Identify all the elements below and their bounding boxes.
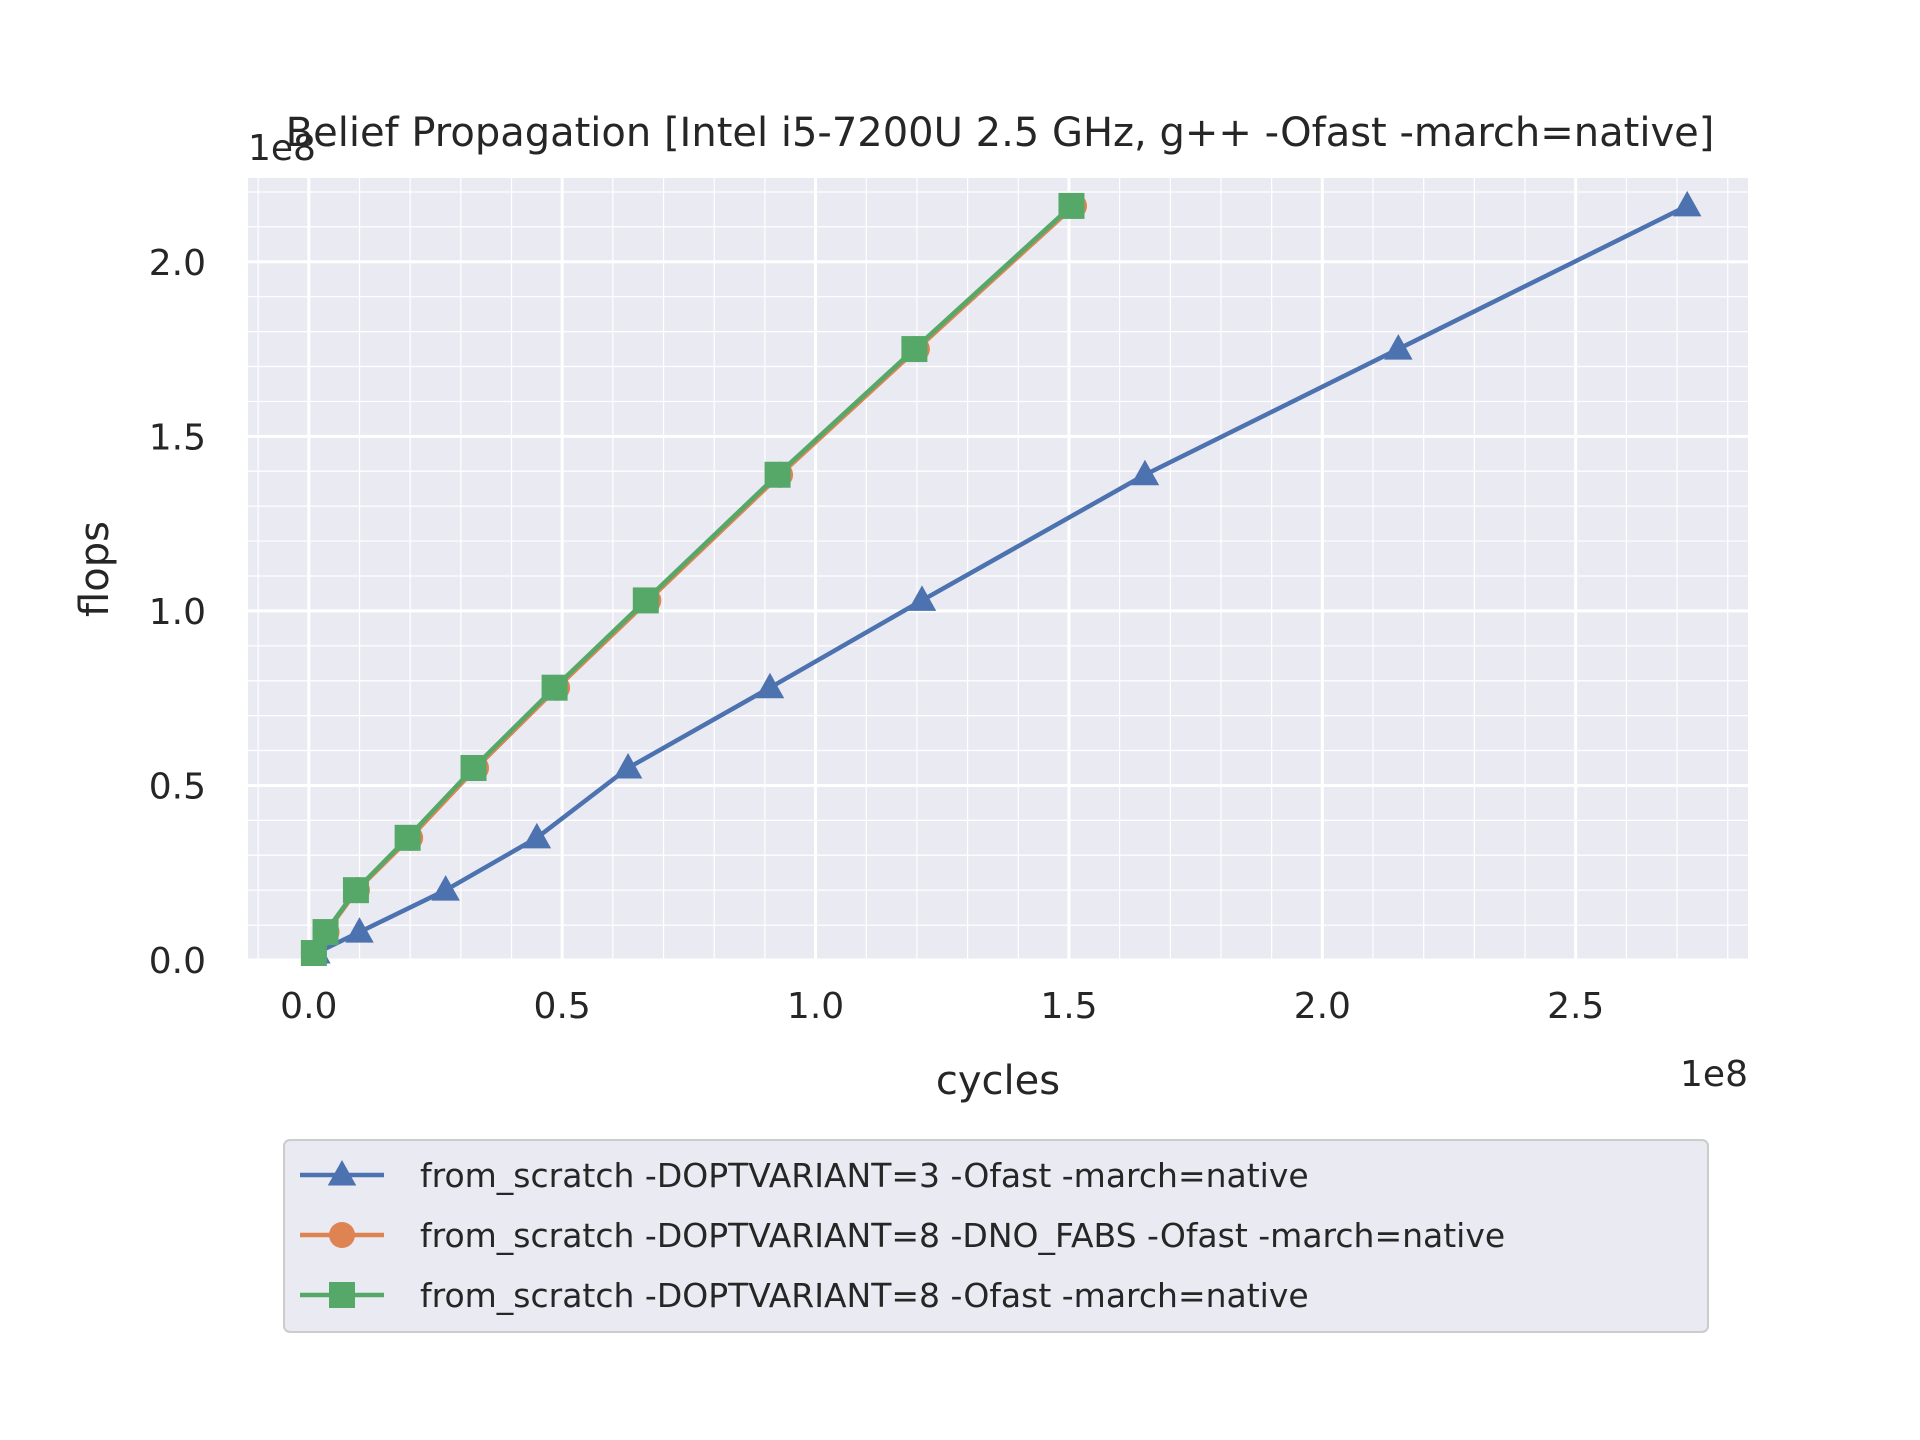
- series-line: [315, 203, 1689, 956]
- grid: [248, 178, 1748, 962]
- data-point: [901, 336, 928, 363]
- x-tick-label: 1.0: [787, 986, 844, 1027]
- data-point: [1672, 190, 1702, 217]
- data-point: [342, 877, 369, 904]
- y-tick-labels: 0.0 0.5 1.0 1.5 2.0: [149, 243, 206, 982]
- data-point: [907, 585, 937, 611]
- series-2: [300, 192, 1085, 967]
- data-point: [345, 917, 374, 943]
- x-axis-label: cycles: [936, 1058, 1060, 1104]
- series-layer: [300, 190, 1702, 967]
- legend-label: from_scratch -DOPTVARIANT=3 -Ofast -marc…: [420, 1156, 1309, 1195]
- legend: from_scratch -DOPTVARIANT=3 -Ofast -marc…: [283, 1139, 1709, 1333]
- legend-box: [283, 1139, 1709, 1333]
- data-point: [764, 461, 791, 488]
- y-tick-label: 2.0: [149, 243, 206, 284]
- chart-title: Belief Propagation [Intel i5-7200U 2.5 G…: [286, 110, 1715, 156]
- data-point: [755, 672, 785, 699]
- data-point: [613, 752, 643, 779]
- data-point: [1130, 459, 1160, 486]
- data-point: [431, 875, 460, 901]
- legend-label: from_scratch -DOPTVARIANT=8 -Ofast -marc…: [420, 1276, 1309, 1315]
- data-point: [1384, 334, 1413, 360]
- y-tick-label: 0.5: [149, 766, 206, 807]
- legend-entry: from_scratch -DOPTVARIANT=8 -Ofast -marc…: [300, 1276, 1309, 1315]
- data-point: [394, 824, 421, 851]
- data-point: [541, 674, 568, 701]
- legend-entry: from_scratch -DOPTVARIANT=8 -DNO_FABS -O…: [300, 1216, 1505, 1255]
- data-point: [1058, 192, 1085, 219]
- series-line: [311, 204, 1073, 955]
- plot-background: [248, 178, 1748, 960]
- legend-entry: from_scratch -DOPTVARIANT=3 -Ofast -marc…: [300, 1156, 1309, 1195]
- x-offset-label: 1e8: [1680, 1054, 1748, 1095]
- y-offset-label: 1e8: [248, 128, 316, 169]
- x-tick-label: 0.0: [280, 986, 337, 1027]
- legend-marker: [329, 1222, 355, 1248]
- x-tick-label: 1.5: [1040, 986, 1097, 1027]
- series-0: [302, 190, 1702, 964]
- data-point: [460, 754, 487, 781]
- data-point: [632, 587, 659, 614]
- legend-label: from_scratch -DOPTVARIANT=8 -DNO_FABS -O…: [420, 1216, 1505, 1255]
- legend-marker: [327, 1160, 357, 1186]
- x-tick-label: 2.5: [1547, 986, 1604, 1027]
- x-tick-labels: 0.0 0.5 1.0 1.5 2.0 2.5: [280, 986, 1604, 1027]
- y-tick-label: 1.0: [149, 592, 206, 633]
- data-point: [312, 919, 339, 946]
- y-tick-label: 1.5: [149, 417, 206, 458]
- y-axis-label: flops: [72, 521, 118, 617]
- y-tick-label: 0.0: [149, 941, 206, 982]
- data-point: [522, 822, 552, 849]
- legend-marker: [329, 1282, 355, 1308]
- x-tick-label: 0.5: [534, 986, 591, 1027]
- x-tick-label: 2.0: [1294, 986, 1351, 1027]
